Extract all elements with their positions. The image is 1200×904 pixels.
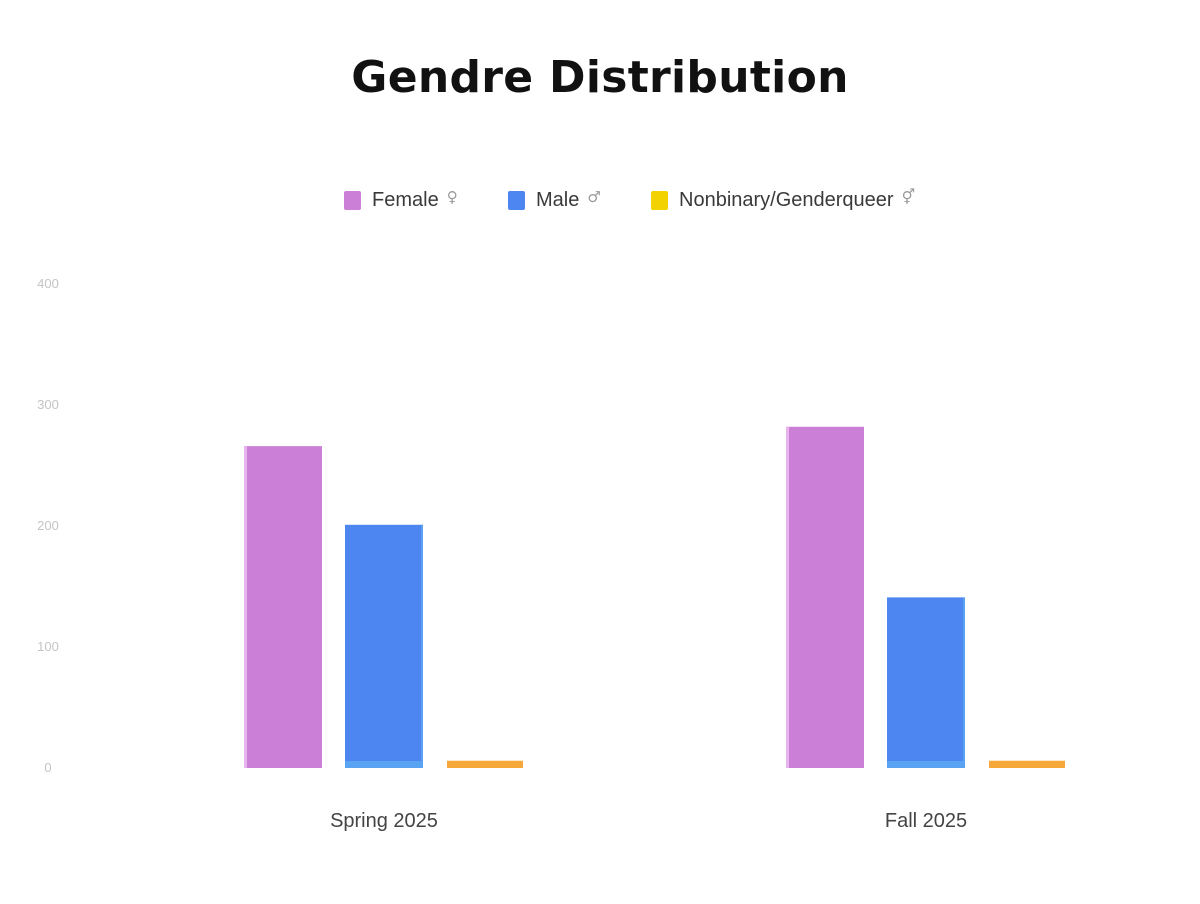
x-category-label-spring-2025: Spring 2025 <box>330 810 438 832</box>
y-tick-label-100: 100 <box>37 639 59 654</box>
bar-male-fall-2025-base <box>887 761 965 768</box>
male-symbol-icon: ♂ <box>587 188 601 206</box>
legend-swatch-nonbinary <box>651 190 668 210</box>
y-tick-label-0: 0 <box>44 760 51 775</box>
legend-swatch-female <box>344 190 361 210</box>
bar-male-spring-2025[interactable] <box>345 524 423 768</box>
legend-label-nonbinary: Nonbinary/Genderqueer <box>679 188 894 211</box>
bar-nonbinary-genderqueer-spring-2025[interactable] <box>447 760 523 768</box>
y-tick-label-200: 200 <box>37 518 59 533</box>
y-tick-label-300: 300 <box>37 397 59 412</box>
bar-male-fall-2025[interactable] <box>887 597 965 768</box>
bar-nonbinary-genderqueer-fall-2025[interactable] <box>989 760 1065 768</box>
y-tick-label-400: 400 <box>37 276 59 291</box>
x-category-label-fall-2025: Fall 2025 <box>885 810 967 832</box>
legend: Female ♀ Male ♂ Nonbinary/Genderqueer ⚥ <box>0 185 1200 215</box>
nonbinary-symbol-icon: ⚥ <box>901 188 916 206</box>
bar-male-fall-2025-edge <box>963 597 965 768</box>
legend-item-female[interactable]: Female ♀ <box>344 185 458 215</box>
bar-male-spring-2025-base <box>345 761 423 768</box>
legend-item-nonbinary[interactable]: Nonbinary/Genderqueer ⚥ <box>651 185 915 215</box>
chart-title: Gendre Distribution <box>351 52 849 103</box>
legend-label-female: Female <box>372 188 439 211</box>
bar-female-fall-2025[interactable] <box>786 426 864 768</box>
bar-male-spring-2025-edge <box>421 524 423 768</box>
female-symbol-icon: ♀ <box>446 188 458 206</box>
legend-label-male: Male <box>536 188 580 211</box>
bar-female-spring-2025-edge <box>244 446 247 768</box>
legend-swatch-male <box>508 190 525 210</box>
bar-female-spring-2025[interactable] <box>244 446 322 768</box>
legend-item-male[interactable]: Male ♂ <box>508 185 601 215</box>
bar-female-fall-2025-edge <box>786 426 789 768</box>
